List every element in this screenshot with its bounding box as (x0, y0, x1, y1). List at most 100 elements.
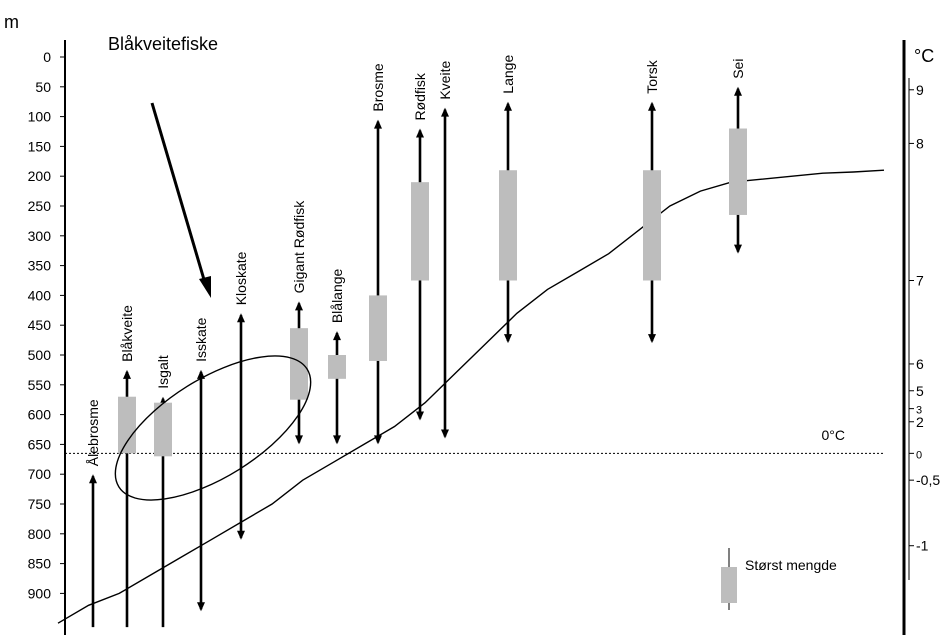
species-range-down-arrow (295, 435, 303, 445)
species-core-bar (369, 295, 387, 361)
left-axis-tick-label: 350 (28, 258, 52, 274)
left-axis-tick-label: 200 (28, 168, 52, 184)
species-label: Rødfisk (412, 72, 428, 120)
right-axis-tick-label: -1 (916, 538, 929, 554)
left-axis-tick-label: 650 (28, 436, 52, 452)
species-range-up-arrow (89, 474, 97, 484)
left-axis-tick-label: 850 (28, 556, 52, 572)
species-range: Sei (729, 59, 747, 254)
species-range-up-arrow (416, 128, 424, 138)
species-range-down-arrow (648, 334, 656, 344)
species-range: Ålebrosme (85, 399, 101, 628)
right-axis-tick-label: 8 (916, 135, 924, 151)
species-label: Ålebrosme (85, 399, 101, 466)
species-range-up-arrow (295, 301, 303, 311)
right-axis-tick-label: 0 (916, 449, 922, 461)
left-axis-tick-label: 50 (35, 79, 51, 95)
species-range-down-arrow (333, 435, 341, 445)
species-range: Isgalt (154, 355, 172, 628)
species-range-down-arrow (374, 435, 382, 445)
left-axis-tick-label: 900 (28, 585, 52, 601)
species-core-bar (411, 182, 429, 281)
legend (721, 548, 737, 610)
species-label: Kloskate (233, 251, 249, 305)
left-axis-tick-label: 450 (28, 317, 52, 333)
left-axis-tick-label: 100 (28, 109, 52, 125)
species-range: Blåkveite (118, 305, 136, 628)
left-axis-tick-label: 800 (28, 526, 52, 542)
chart-title: Blåkveitefiske (108, 34, 218, 54)
legend-core-bar (721, 567, 737, 603)
species-ranges: Ålebrosme Blåkveite Isgalt Isskate Kloskate G… (85, 55, 747, 628)
species-range-up-arrow (734, 86, 742, 96)
species-range: Kloskate (233, 251, 249, 540)
species-range-up-arrow (441, 107, 449, 117)
pointer-arrow (150, 102, 211, 298)
species-label: Brosme (370, 63, 386, 111)
species-range: Brosme (369, 63, 387, 445)
species-range: Lange (499, 55, 517, 344)
species-label: Isskate (193, 317, 209, 362)
species-range: Blålange (328, 268, 346, 445)
species-core-bar (154, 402, 172, 457)
species-range-up-arrow (333, 331, 341, 341)
species-range-up-arrow (374, 119, 382, 129)
left-axis-tick-label: 700 (28, 466, 52, 482)
species-range: Rødfisk (411, 72, 429, 421)
left-axis-tick-label: 550 (28, 377, 52, 393)
right-axis-tick-label: 3 (916, 405, 922, 417)
temperature-curve-line (57, 169, 885, 624)
species-label: Kveite (437, 61, 453, 100)
species-range-down-arrow (237, 530, 245, 540)
left-axis-tick-label: 400 (28, 287, 52, 303)
species-core-bar (118, 396, 136, 454)
left-axis-tick-label: 750 (28, 496, 52, 512)
right-axis-tick-label: 2 (916, 414, 924, 430)
species-label: Torsk (644, 59, 660, 93)
left-axis-tick-label: 300 (28, 228, 52, 244)
zero-line-label: 0°C (822, 427, 846, 443)
species-label: Isgalt (155, 355, 171, 389)
species-label: Sei (730, 59, 746, 79)
species-range: Gigant Rødfisk (290, 200, 308, 445)
pointer-arrow-line (150, 102, 207, 284)
species-range-up-arrow (123, 369, 131, 379)
species-label: Lange (500, 55, 516, 94)
species-core-bar (290, 328, 308, 400)
legend-label: Størst mengde (745, 557, 837, 573)
greenland-halibut-ellipse (114, 355, 312, 501)
right-axis: 9 8 7 6 5 32 0 -0,5 -1 (902, 40, 940, 635)
species-range-down-arrow (441, 429, 449, 439)
right-axis-tick-label: 7 (916, 273, 924, 289)
left-axis-tick-label: 500 (28, 347, 52, 363)
left-axis-tick-label: 250 (28, 198, 52, 214)
species-range-down-arrow (416, 411, 424, 421)
species-label: Blålange (329, 268, 345, 323)
left-axis-tick-label: 600 (28, 407, 52, 423)
species-core-bar (643, 170, 661, 281)
species-label: Blåkveite (119, 305, 135, 362)
right-axis-unit: °C (914, 46, 934, 66)
species-range-down-arrow (197, 602, 205, 612)
temperature-curve (57, 169, 885, 624)
left-axis-tick-label: 150 (28, 138, 52, 154)
species-core-bar (499, 170, 517, 281)
left-axis-unit: m (4, 12, 19, 32)
species-label: Gigant Rødfisk (291, 200, 307, 294)
species-range: Kveite (437, 61, 453, 439)
species-range-up-arrow (648, 101, 656, 111)
species-range: Isskate (193, 317, 209, 612)
left-axis-tick-label: 0 (43, 49, 51, 65)
right-axis-tick-label: 5 (916, 383, 924, 399)
annotations: Blåkveitefiske m °C 0°C Størst mengde (4, 12, 934, 573)
species-range-down-arrow (734, 244, 742, 254)
species-range-up-arrow (237, 313, 245, 323)
right-axis-tick-label: 6 (916, 356, 924, 372)
species-range-up-arrow (504, 101, 512, 111)
right-axis-tick-label: -0,5 (916, 472, 940, 488)
species-core-bar (729, 128, 747, 215)
left-axis: 0 50 100 150 200 250 300 350 400 450 500 550 600 650 7… (28, 40, 66, 635)
species-core-bar (328, 355, 346, 379)
pointer-arrow-head (199, 276, 211, 298)
